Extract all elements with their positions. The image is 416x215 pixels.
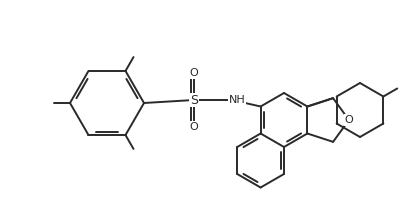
Text: O: O [190,122,198,132]
Text: S: S [190,94,198,106]
Text: NH: NH [229,95,245,105]
Text: O: O [190,68,198,78]
Text: O: O [344,115,353,125]
